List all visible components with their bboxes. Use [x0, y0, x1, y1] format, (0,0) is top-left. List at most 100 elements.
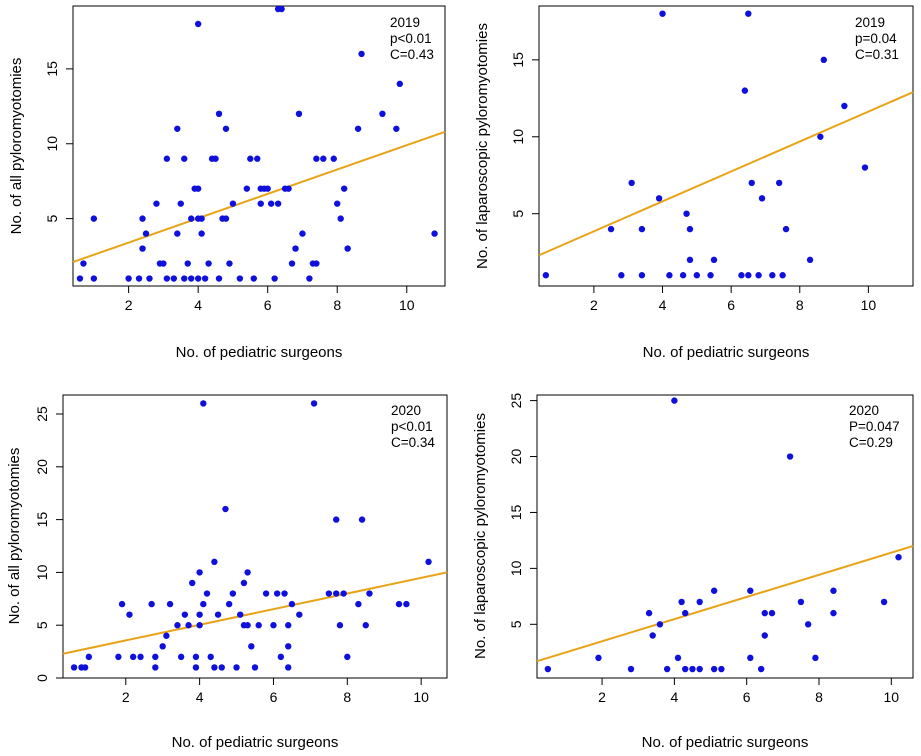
data-point [830, 587, 837, 594]
data-point [431, 230, 438, 237]
data-point [248, 643, 255, 650]
data-point [198, 230, 205, 237]
data-point [755, 272, 762, 279]
data-point [222, 125, 230, 132]
data-point [262, 590, 270, 597]
data-point [696, 598, 703, 606]
x-tick-label: 4 [670, 689, 678, 705]
y-tick-label: 10 [508, 560, 524, 576]
annotation-year: 2020 [849, 403, 879, 418]
data-point [240, 579, 248, 587]
data-point [177, 653, 185, 661]
data-point [118, 600, 126, 608]
data-point [285, 643, 292, 650]
data-point [880, 598, 888, 606]
plot-frame [62, 394, 448, 679]
data-point [393, 125, 400, 132]
x-tick-label: 4 [659, 297, 667, 313]
data-point [215, 275, 223, 282]
y-tick-label: 10 [34, 564, 50, 580]
data-point [745, 10, 752, 17]
data-point [264, 185, 271, 192]
data-point [649, 632, 656, 639]
data-point [895, 553, 902, 561]
data-point [344, 245, 351, 252]
data-point [188, 275, 195, 282]
data-point [748, 179, 755, 187]
data-point [679, 272, 687, 279]
x-tick-label: 8 [815, 689, 823, 705]
data-point [251, 664, 259, 671]
x-tick-label: 8 [796, 297, 804, 313]
y-tick-label: 5 [34, 621, 50, 629]
y-tick-label: 20 [34, 459, 50, 475]
data-point [267, 200, 275, 207]
data-point [830, 609, 837, 617]
data-point [188, 215, 195, 222]
data-point [710, 665, 718, 673]
data-point [254, 155, 261, 162]
data-point [655, 195, 663, 202]
data-point [196, 611, 203, 618]
data-point [236, 275, 244, 282]
data-point [656, 621, 664, 628]
data-point [277, 653, 285, 661]
data-point [222, 215, 230, 222]
annotation-p-value: P=0.047 [849, 419, 900, 434]
data-point [285, 664, 292, 671]
data-point [396, 80, 404, 88]
regression-line [72, 130, 446, 263]
data-point [222, 505, 229, 513]
data-point [76, 275, 84, 282]
data-point [741, 87, 749, 94]
data-point [129, 653, 137, 661]
data-point [769, 272, 776, 279]
data-point [395, 600, 403, 608]
data-point [174, 230, 181, 237]
data-point [226, 260, 233, 267]
data-point [817, 133, 824, 140]
data-point [288, 600, 296, 608]
data-point [288, 260, 296, 267]
annotation-p-value: p<0.01 [391, 419, 433, 434]
data-point [163, 632, 170, 639]
data-point [425, 558, 432, 566]
data-point [334, 200, 341, 207]
data-point [804, 621, 812, 628]
data-point [205, 260, 212, 267]
y-tick-label: 20 [508, 449, 524, 465]
data-point [645, 609, 653, 617]
data-point [139, 215, 146, 222]
data-point [207, 653, 214, 661]
data-point [126, 611, 133, 618]
data-point [344, 653, 351, 661]
data-point [137, 653, 144, 661]
data-point [81, 664, 89, 671]
data-point [125, 275, 132, 282]
data-point [181, 155, 188, 162]
data-point [152, 653, 159, 661]
data-point [340, 185, 348, 192]
data-point [274, 200, 282, 207]
x-tick-label: 10 [399, 297, 415, 313]
x-tick-label: 2 [122, 689, 130, 705]
data-point [160, 260, 167, 267]
data-point [707, 272, 714, 279]
data-point [663, 665, 671, 673]
data-point [237, 611, 244, 618]
data-point [659, 10, 666, 17]
y-tick-label: 25 [34, 406, 50, 422]
x-axis-label: No. of pediatric surgeons [643, 344, 810, 361]
data-point [243, 185, 251, 192]
data-point [682, 665, 689, 673]
data-point [192, 664, 200, 671]
y-axis-label: No. of all pyloromyotomies [8, 58, 25, 235]
y-tick-label: 15 [508, 504, 524, 520]
data-point [80, 260, 87, 267]
data-point [142, 230, 150, 237]
data-point [820, 56, 827, 64]
annotation-year: 2019 [390, 15, 420, 30]
data-point [148, 600, 155, 608]
data-point [313, 155, 320, 162]
annotation-correlation: C=0.29 [849, 435, 893, 450]
